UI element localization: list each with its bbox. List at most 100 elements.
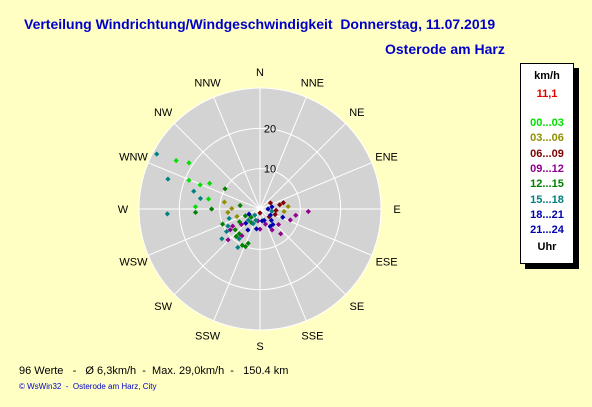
point-06...09-4 (266, 214, 272, 220)
legend-range-3: 09...12 (530, 162, 564, 175)
point-15...18-12 (245, 217, 251, 223)
point-09...12-2 (275, 221, 282, 228)
point-09...12-8 (293, 212, 299, 218)
point-18...21-7 (243, 220, 249, 226)
legend-range-1: 03...06 (530, 132, 564, 145)
point-09...12-13 (230, 223, 236, 229)
point-12...15-7 (239, 242, 245, 248)
point-00...03-4 (207, 180, 213, 186)
point-06...09-0 (280, 200, 286, 206)
spoke-ne (259, 123, 346, 210)
polar-grid (138, 87, 382, 331)
legend-unit: km/h (534, 70, 560, 82)
point-06...09-2 (277, 202, 283, 208)
footer-stats: 96 Werte - Ø 6,3km/h - Max. 29,0km/h - 1… (19, 365, 289, 377)
direction-label-nw: NW (154, 107, 173, 119)
point-15...18-0 (154, 151, 160, 157)
point-15...18-14 (253, 217, 259, 223)
point-12...15-4 (233, 233, 239, 239)
direction-label-ssw: SSW (195, 331, 221, 343)
point-12...15-0 (192, 209, 199, 215)
point-09...12-0 (305, 208, 311, 215)
point-06...09-6 (267, 200, 274, 206)
point-03...06-5 (281, 208, 287, 215)
point-18...21-1 (265, 206, 271, 212)
point-06...09-3 (272, 211, 278, 218)
point-06...09-5 (257, 210, 263, 216)
point-09...12-9 (278, 231, 284, 237)
direction-label-nnw: NNW (194, 77, 221, 89)
point-03...06-2 (229, 205, 235, 212)
point-15...18-4 (191, 188, 197, 194)
direction-label-n: N (256, 67, 264, 79)
point-03...06-0 (221, 199, 227, 205)
direction-label-sse: SSE (301, 331, 323, 343)
direction-label-wnw: WNW (119, 152, 148, 164)
point-00...03-0 (173, 158, 179, 164)
point-12...15-5 (245, 240, 251, 246)
point-12...15-3 (232, 227, 238, 233)
point-15...18-2 (164, 211, 170, 217)
direction-label-w: W (118, 204, 129, 216)
point-09...12-7 (227, 227, 233, 233)
spoke-wsw (148, 208, 261, 256)
point-18...21-9 (268, 217, 275, 224)
footer-credit: © WsWin32 - Osterode am Harz, City (19, 382, 157, 391)
radial-tick-20: 20 (264, 123, 276, 135)
direction-label-ne: NE (349, 107, 364, 119)
point-21...24-1 (267, 223, 273, 230)
spoke-ene (259, 162, 372, 210)
direction-label-sw: SW (154, 301, 172, 313)
point-12...15-11 (222, 186, 228, 192)
point-18...21-5 (253, 226, 260, 232)
direction-label-wsw: WSW (119, 256, 148, 268)
point-03...06-1 (225, 209, 231, 215)
point-00...03-5 (205, 196, 212, 202)
point-09...12-4 (257, 226, 263, 232)
point-12...15-10 (236, 219, 243, 225)
point-15...18-10 (236, 236, 242, 242)
point-15...18-13 (269, 208, 275, 214)
direction-label-ene: ENE (375, 152, 398, 164)
point-15...18-8 (219, 236, 225, 242)
point-12...15-8 (236, 231, 242, 237)
direction-label-nne: NNE (301, 77, 324, 89)
point-18...21-0 (269, 204, 275, 210)
point-12...15-2 (220, 221, 226, 227)
legend-range-0: 00...03 (530, 117, 564, 129)
point-12...15-13 (242, 213, 248, 219)
legend-max-value: 11,1 (536, 88, 558, 100)
point-15...18-1 (165, 176, 171, 182)
direction-labels: N NNE NE ENE E ESE SE SSE S SSW SW WSW W WNW NW NNW (118, 67, 401, 353)
point-15...18-11 (235, 244, 241, 251)
point-15...18-7 (223, 228, 230, 235)
point-09...12-6 (225, 237, 231, 243)
point-03...06-4 (285, 203, 291, 210)
point-15...18-15 (252, 212, 258, 218)
point-15...18-6 (225, 223, 231, 229)
point-15...18-3 (197, 195, 204, 202)
radial-tick-10: 10 (264, 164, 276, 176)
legend: km/h 11,1 00...03 03...06 06...09 09...12 12… (520, 63, 574, 264)
direction-label-ese: ESE (376, 256, 398, 268)
spoke-wnw (148, 162, 261, 210)
point-09...12-1 (287, 217, 293, 223)
point-12...15-12 (237, 202, 243, 209)
point-18...21-2 (267, 212, 274, 218)
point-15...18-5 (226, 215, 232, 222)
legend-range-7: 21...24 (530, 224, 564, 237)
radial-tick-labels: 10 20 (264, 123, 276, 175)
point-06...09-1 (273, 207, 279, 214)
legend-range-5: 15...18 (530, 193, 564, 206)
point-12...15-1 (209, 206, 215, 212)
direction-label-e: E (393, 204, 400, 216)
location-label: Osterode am Harz (385, 41, 505, 57)
spoke-ssw (213, 208, 261, 321)
point-15...18-9 (250, 221, 256, 227)
point-00...03-3 (197, 182, 203, 188)
point-00...03-1 (186, 160, 192, 166)
spoke-ese (259, 208, 372, 256)
point-00...03-6 (192, 204, 199, 210)
point-00...03-2 (186, 177, 192, 183)
